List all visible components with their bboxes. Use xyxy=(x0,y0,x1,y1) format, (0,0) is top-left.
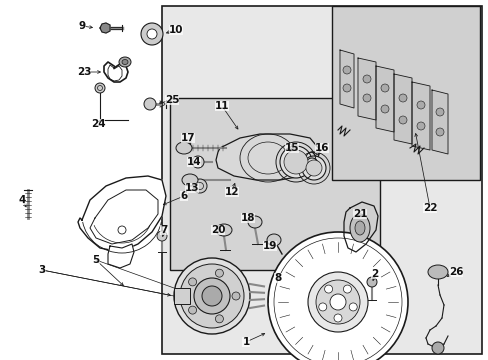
Ellipse shape xyxy=(348,303,357,311)
Ellipse shape xyxy=(182,174,198,186)
Ellipse shape xyxy=(362,75,370,83)
Ellipse shape xyxy=(231,292,240,300)
Ellipse shape xyxy=(147,29,157,39)
Ellipse shape xyxy=(202,286,222,306)
Ellipse shape xyxy=(180,264,244,328)
Text: 21: 21 xyxy=(352,209,366,219)
Ellipse shape xyxy=(349,214,369,242)
Ellipse shape xyxy=(342,66,350,74)
Polygon shape xyxy=(78,176,165,252)
Polygon shape xyxy=(375,66,393,132)
Ellipse shape xyxy=(188,278,196,286)
Ellipse shape xyxy=(192,156,203,168)
Bar xyxy=(331,6,479,180)
Text: 5: 5 xyxy=(92,255,100,265)
Ellipse shape xyxy=(329,294,346,310)
Ellipse shape xyxy=(174,258,249,334)
Polygon shape xyxy=(339,50,353,108)
Text: 4: 4 xyxy=(18,195,26,205)
Polygon shape xyxy=(357,58,375,120)
Ellipse shape xyxy=(398,94,406,102)
Text: 19: 19 xyxy=(262,241,277,251)
Bar xyxy=(170,98,379,270)
Polygon shape xyxy=(393,74,411,144)
Ellipse shape xyxy=(431,342,443,354)
Ellipse shape xyxy=(176,142,192,154)
Ellipse shape xyxy=(380,105,388,113)
Bar xyxy=(162,6,481,354)
Ellipse shape xyxy=(343,285,351,293)
Ellipse shape xyxy=(380,84,388,92)
Ellipse shape xyxy=(216,224,231,236)
Text: 24: 24 xyxy=(90,119,105,129)
Text: 7: 7 xyxy=(160,225,167,235)
Text: 20: 20 xyxy=(210,225,225,235)
Text: 26: 26 xyxy=(448,267,462,277)
Text: 8: 8 xyxy=(274,273,281,283)
Ellipse shape xyxy=(362,94,370,102)
Text: 12: 12 xyxy=(224,187,239,197)
Ellipse shape xyxy=(318,303,326,311)
Ellipse shape xyxy=(354,221,364,235)
Ellipse shape xyxy=(333,314,341,322)
Ellipse shape xyxy=(324,285,332,293)
Text: 9: 9 xyxy=(78,21,85,31)
Ellipse shape xyxy=(307,272,367,332)
Text: 3: 3 xyxy=(38,265,45,275)
Ellipse shape xyxy=(416,101,424,109)
Ellipse shape xyxy=(398,116,406,124)
Text: 6: 6 xyxy=(180,191,187,201)
Ellipse shape xyxy=(95,83,105,93)
Ellipse shape xyxy=(342,84,350,92)
Ellipse shape xyxy=(366,277,376,287)
Ellipse shape xyxy=(143,98,156,110)
Polygon shape xyxy=(411,82,429,150)
Text: 1: 1 xyxy=(242,337,249,347)
Ellipse shape xyxy=(267,232,407,360)
Ellipse shape xyxy=(284,150,307,174)
Polygon shape xyxy=(100,23,110,33)
Polygon shape xyxy=(216,134,319,180)
Ellipse shape xyxy=(119,57,131,67)
Ellipse shape xyxy=(193,179,206,193)
Ellipse shape xyxy=(194,278,229,314)
Ellipse shape xyxy=(266,234,281,246)
Ellipse shape xyxy=(305,160,321,176)
Text: 13: 13 xyxy=(184,183,199,193)
Ellipse shape xyxy=(122,59,128,64)
Text: 2: 2 xyxy=(370,269,378,279)
Text: 15: 15 xyxy=(284,143,299,153)
Ellipse shape xyxy=(315,280,359,324)
Ellipse shape xyxy=(141,23,163,45)
Polygon shape xyxy=(108,244,134,268)
Text: 22: 22 xyxy=(422,203,436,213)
Text: 14: 14 xyxy=(186,157,201,167)
Ellipse shape xyxy=(188,306,196,314)
Ellipse shape xyxy=(435,128,443,136)
Text: 23: 23 xyxy=(77,67,91,77)
Text: 25: 25 xyxy=(164,95,179,105)
Ellipse shape xyxy=(416,122,424,130)
Ellipse shape xyxy=(247,216,262,228)
Ellipse shape xyxy=(215,269,223,277)
Polygon shape xyxy=(343,202,377,252)
Text: 18: 18 xyxy=(240,213,255,223)
Ellipse shape xyxy=(427,265,447,279)
Polygon shape xyxy=(431,90,447,154)
Text: 16: 16 xyxy=(314,143,328,153)
Ellipse shape xyxy=(302,156,325,180)
Text: 10: 10 xyxy=(168,25,183,35)
Ellipse shape xyxy=(215,315,223,323)
Ellipse shape xyxy=(435,108,443,116)
Ellipse shape xyxy=(157,231,167,241)
Text: 11: 11 xyxy=(214,101,229,111)
Text: 17: 17 xyxy=(181,133,195,143)
Ellipse shape xyxy=(280,146,311,178)
Bar xyxy=(174,288,190,304)
